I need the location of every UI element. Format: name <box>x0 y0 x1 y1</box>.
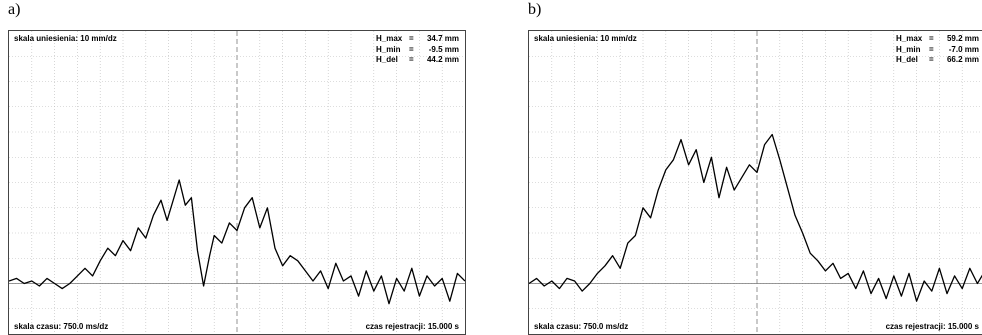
record-time-label: czas rejestracji: 15.000 s <box>885 322 979 331</box>
amplitude-scale-label: skala uniesienia: 10 mm/dz <box>14 34 117 43</box>
wave-elevation-line <box>529 133 982 302</box>
stat-value: 34.7 mm <box>426 34 459 43</box>
stat-eq: = <box>929 34 934 43</box>
stat-value: -7.0 mm <box>948 44 979 54</box>
stat-eq: = <box>409 44 414 54</box>
stat-name: H_del <box>376 55 398 64</box>
wave-height-stats: H_max = 59.2 mm H_min = -7.0 mm H_del = 66.2 m… <box>896 34 979 66</box>
wave-plot-b: skala uniesienia: 10 mm/dz H_max = 59.2 mm… <box>528 30 982 335</box>
stat-value: 66.2 mm <box>946 55 979 64</box>
stat-value: -9.5 mm <box>428 44 459 54</box>
wave-record-panel-b: b) skala uniesienia: 10 mm/dz H_max = 59.2… <box>528 0 982 335</box>
stat-h-min: H_min = -9.5 mm <box>376 45 459 56</box>
stat-h-min: H_min = -7.0 mm <box>896 45 979 56</box>
stat-eq: = <box>929 55 934 64</box>
panel-letter: a) <box>8 1 21 18</box>
wave-record-panel-a: a) skala uniesienia: 10 mm/dz H_max = 34.7… <box>8 0 466 335</box>
wave-plot-a: skala uniesienia: 10 mm/dz H_max = 34.7 mm… <box>8 30 466 335</box>
wave-elevation-line <box>9 179 465 305</box>
stat-h-max: H_max = 59.2 mm <box>896 34 979 45</box>
wave-chart-svg <box>529 31 982 334</box>
time-scale-label: skala czasu: 750.0 ms/dz <box>534 322 629 331</box>
stat-eq: = <box>409 34 414 43</box>
stat-value: 59.2 mm <box>946 34 979 43</box>
stat-eq: = <box>409 55 414 64</box>
stat-eq: = <box>929 44 934 54</box>
stat-name: H_min <box>896 44 921 54</box>
stat-h-max: H_max = 34.7 mm <box>376 34 459 45</box>
stat-name: H_min <box>376 44 401 54</box>
stat-name: H_max <box>896 34 923 43</box>
stat-h-del: H_del = 66.2 mm <box>896 55 979 66</box>
time-scale-label: skala czasu: 750.0 ms/dz <box>14 322 109 331</box>
stat-value: 44.2 mm <box>426 55 459 64</box>
panel-letter: b) <box>528 1 542 18</box>
amplitude-scale-label: skala uniesienia: 10 mm/dz <box>534 34 637 43</box>
stat-name: H_max <box>376 34 403 43</box>
stat-name: H_del <box>896 55 918 64</box>
wave-chart-svg <box>9 31 465 334</box>
wave-height-stats: H_max = 34.7 mm H_min = -9.5 mm H_del = 44.2 m… <box>376 34 459 66</box>
stat-h-del: H_del = 44.2 mm <box>376 55 459 66</box>
record-time-label: czas rejestracji: 15.000 s <box>365 322 459 331</box>
